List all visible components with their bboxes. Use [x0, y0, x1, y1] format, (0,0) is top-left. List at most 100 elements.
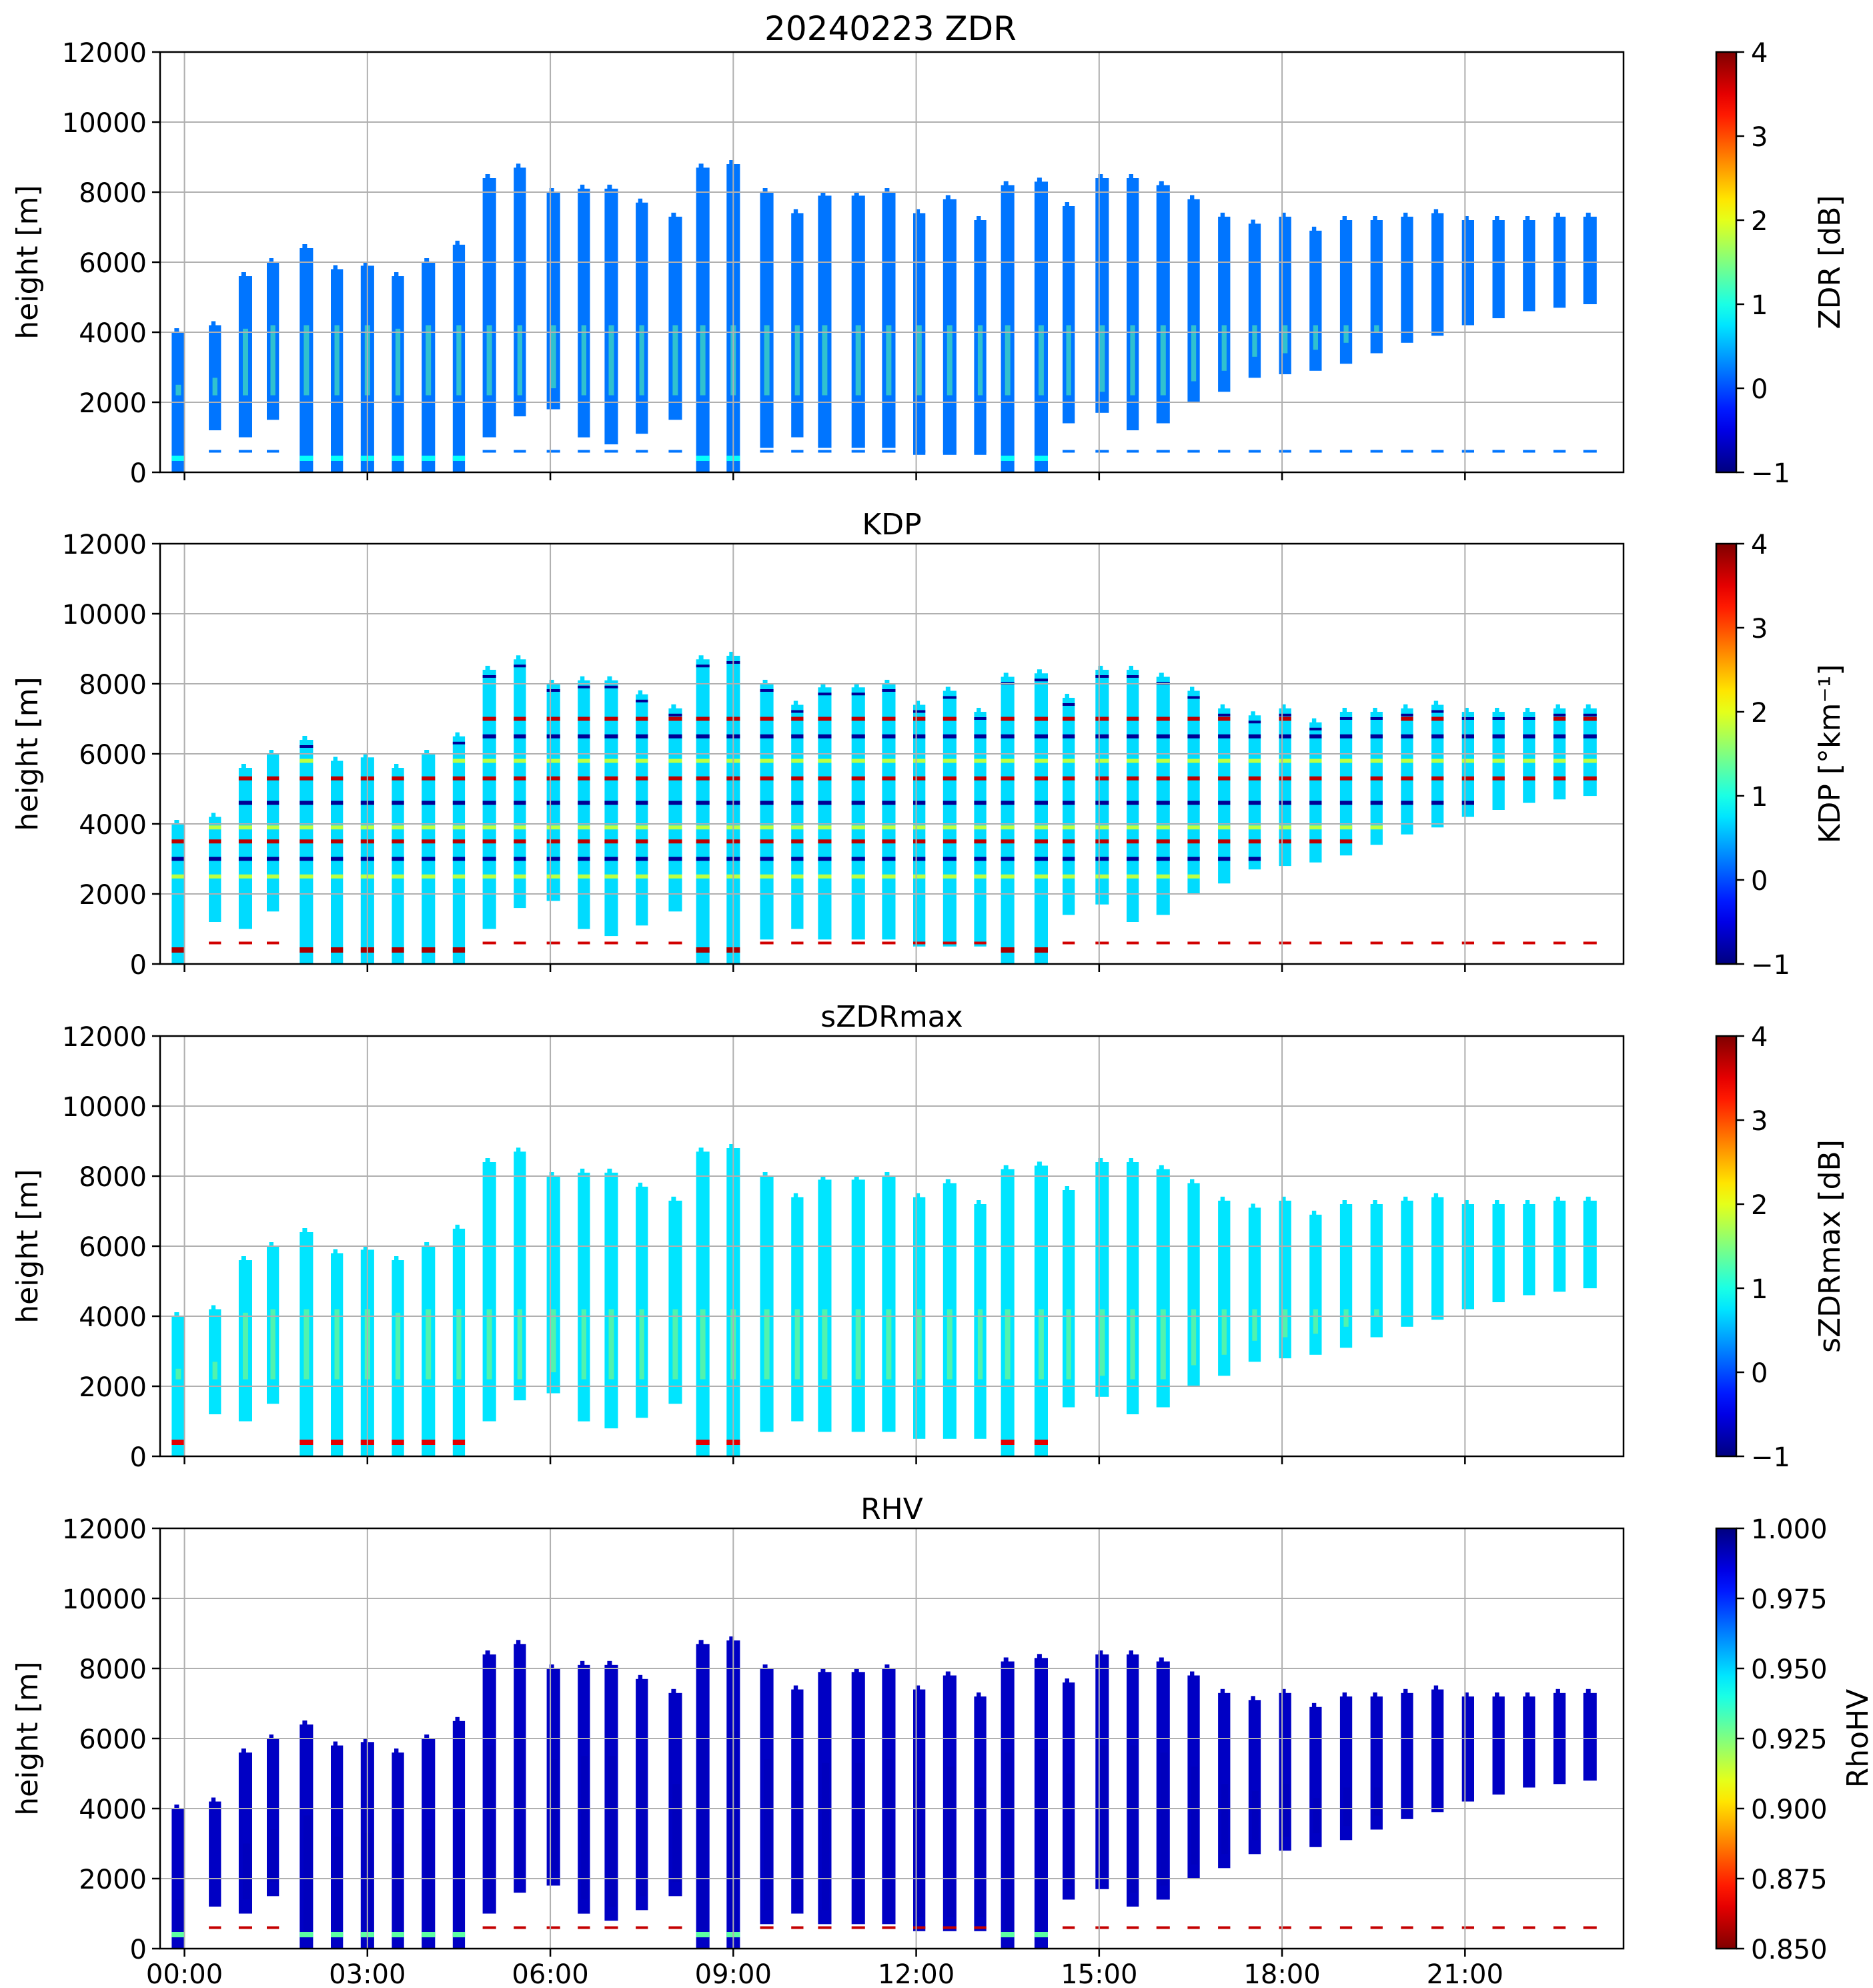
noise-echo [1370, 1926, 1383, 1929]
scan-edge [1495, 216, 1499, 221]
scan-edge [977, 1692, 981, 1698]
kdp-band [171, 857, 185, 861]
scan-edge [1403, 1688, 1408, 1694]
kdp-band [1370, 776, 1383, 781]
scan-feature [1005, 325, 1011, 396]
noise-echo [1370, 941, 1383, 945]
surface-layer [1001, 1440, 1015, 1445]
surface-layer [392, 1932, 404, 1937]
kdp-band [392, 839, 404, 844]
scan-edge [1373, 1692, 1377, 1698]
surface-layer [1034, 1932, 1048, 1937]
scan-edge [671, 212, 676, 218]
colorbar-tick-label: 1 [1751, 290, 1768, 321]
kdp-band [1370, 734, 1383, 738]
kdp-band [604, 839, 618, 844]
scan-edge [394, 272, 399, 278]
scan-feature [1099, 1309, 1105, 1376]
rhv-core [364, 1833, 372, 1935]
colorbar-gradient [1715, 1035, 1738, 1458]
scan-edge [698, 1147, 704, 1153]
scan-column [668, 216, 682, 420]
scan-edge [854, 1668, 859, 1674]
noise-echo [1553, 1926, 1566, 1929]
scan-edge [1003, 1165, 1009, 1171]
noise-echo [1218, 1926, 1231, 1929]
noise-echo [1095, 450, 1109, 453]
noise-echo [1461, 450, 1474, 453]
scan-edge [1555, 1688, 1560, 1694]
scan-edge [1098, 666, 1103, 671]
kdp-band [851, 776, 865, 781]
scan-edge [762, 1664, 768, 1670]
kdp-band [943, 857, 957, 861]
scan-feature [1130, 325, 1135, 396]
scan-edge [485, 666, 490, 671]
kdp-band [1218, 759, 1231, 763]
kdp-band [546, 825, 560, 830]
kdp-band [1187, 857, 1200, 861]
scan-edge [1065, 1678, 1069, 1684]
noise-echo [1523, 1926, 1535, 1929]
scan-column [818, 687, 832, 940]
kdp-band [818, 839, 832, 844]
scan-edge [854, 1175, 859, 1181]
scan-feature [977, 1309, 983, 1380]
kdp-band [696, 776, 710, 781]
kdp-band [913, 759, 926, 763]
kdp-band [818, 825, 832, 830]
rhv-core [1191, 1767, 1198, 1865]
colorbar-label: ZDR [dB] [1813, 195, 1847, 329]
kdp-band [392, 857, 404, 861]
kdp-band [1218, 801, 1231, 805]
scan-edge [1129, 1650, 1133, 1656]
scan-edge [1190, 195, 1195, 201]
kdp-band [1095, 716, 1109, 721]
scan-edge [729, 1636, 734, 1642]
scan-column [882, 1176, 896, 1432]
plot-area [171, 1636, 1597, 1949]
kdp-band [1401, 801, 1413, 805]
kdp-top-fringe [1248, 720, 1261, 724]
kdp-band [1034, 716, 1048, 721]
kdp-band [636, 759, 648, 763]
rhv-core [1313, 1798, 1320, 1833]
noise-echo [1063, 1926, 1075, 1929]
kdp-band [331, 839, 344, 844]
colorbar-tick-label: 4 [1751, 38, 1768, 69]
kdp-band [1034, 839, 1048, 844]
kdp-band [760, 734, 774, 738]
kdp-band [818, 801, 832, 805]
kdp-band [913, 874, 926, 879]
colorbar-tick-label: 2 [1751, 698, 1768, 728]
kdp-band [668, 716, 682, 721]
scan-edge [211, 321, 216, 327]
kdp-band [1095, 857, 1109, 861]
kdp-band [209, 825, 221, 830]
rhv-core [242, 1843, 250, 1900]
scan-edge [1311, 718, 1317, 724]
scan-feature [550, 325, 556, 388]
kdp-top-fringe [974, 717, 987, 720]
kdp-band [267, 776, 279, 781]
noise-echo [791, 1926, 804, 1929]
scan-feature [1191, 325, 1197, 382]
y-tick-label: 6000 [79, 248, 147, 279]
scan-edge [729, 160, 734, 165]
kdp-band [668, 825, 682, 830]
kdp-band [1095, 801, 1109, 805]
surface-layer [1001, 1932, 1015, 1937]
scan-feature [1343, 1309, 1349, 1327]
panel-1: 0 2000 4000 6000 8000 10000 12000 height [m] −1 0… [11, 38, 1847, 489]
kdp-band [1339, 734, 1353, 738]
scan-feature [700, 1309, 706, 1380]
rhv-core [175, 1899, 183, 1935]
kdp-top-fringe [1583, 713, 1597, 716]
scan-column [1583, 216, 1597, 304]
kdp-band [1401, 759, 1413, 763]
noise-echo [851, 1926, 865, 1929]
noise-echo [1309, 1926, 1322, 1929]
surface-layer [422, 1932, 436, 1937]
kdp-band [604, 825, 618, 830]
kdp-top-fringe [1370, 717, 1383, 720]
